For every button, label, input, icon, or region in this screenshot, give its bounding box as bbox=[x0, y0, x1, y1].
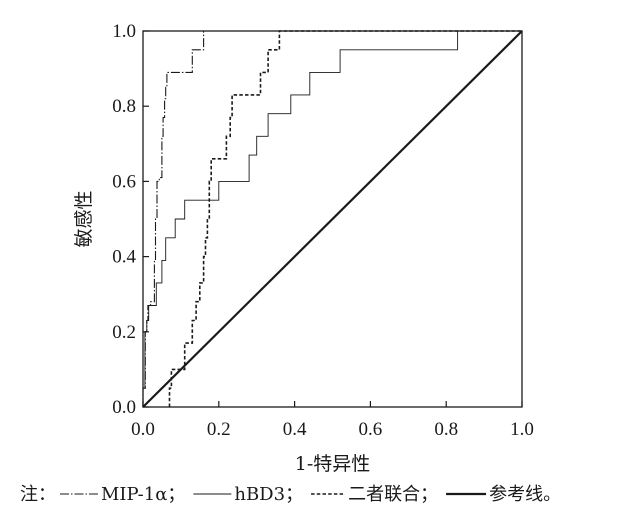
legend-entry-0: MIP-1α； bbox=[101, 484, 185, 505]
legend-prefix: 注： bbox=[20, 484, 56, 505]
y-tick-label-2: 0.4 bbox=[112, 247, 136, 268]
x-tick-label-3: 0.6 bbox=[359, 419, 383, 440]
legend-entry-3: 参考线。 bbox=[489, 484, 561, 505]
legend-entry-1: hBD3； bbox=[234, 484, 303, 505]
y-tick-label-3: 0.6 bbox=[112, 171, 136, 192]
x-tick-label-0: 0.0 bbox=[131, 419, 155, 440]
legend: 注： MIP-1α； hBD3； 二者联合； 参考线。 bbox=[20, 484, 561, 505]
series-line-2 bbox=[168, 30, 522, 407]
x-tick-label-1: 0.2 bbox=[207, 419, 231, 440]
series-line-3 bbox=[142, 30, 523, 408]
y-tick-label-1: 0.2 bbox=[112, 322, 136, 343]
x-tick-label-2: 0.4 bbox=[283, 419, 307, 440]
x-axis-title: 1-特异性 bbox=[295, 453, 371, 475]
x-tick-label-4: 0.8 bbox=[434, 419, 458, 440]
plot-frame bbox=[142, 30, 523, 408]
plot-lines bbox=[142, 30, 523, 408]
y-tick-label-0: 0.0 bbox=[112, 397, 136, 418]
y-axis-title: 敏感性 bbox=[73, 190, 95, 247]
legend-entry-2: 二者联合； bbox=[348, 484, 438, 505]
series-line-1 bbox=[142, 30, 522, 407]
axis-ticks bbox=[142, 30, 523, 408]
axis-tick-labels: 0.0 0.2 0.4 0.6 0.8 1.0 0.0 0.2 0.4 0.6 0.8 1.0 bbox=[112, 21, 534, 440]
y-tick-label-5: 1.0 bbox=[112, 21, 136, 42]
y-tick-label-4: 0.8 bbox=[112, 96, 136, 117]
x-tick-label-5: 1.0 bbox=[510, 419, 534, 440]
